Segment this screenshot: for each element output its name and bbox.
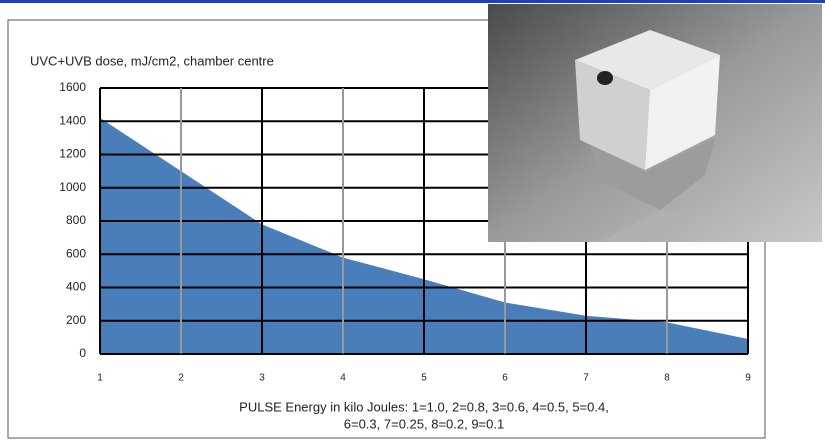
chart: UVC+UVB dose, mJ/cm2, chamber centre 0 20… <box>0 0 825 441</box>
x-tick-label: 7 <box>583 373 589 384</box>
y-tick-label: 800 <box>66 213 86 227</box>
chart-title: UVC+UVB dose, mJ/cm2, chamber centre <box>30 53 274 68</box>
photo-hole <box>597 71 613 85</box>
x-tick-label: 1 <box>97 373 103 384</box>
y-tick-label: 0 <box>79 346 86 360</box>
x-tick-label: 4 <box>340 373 346 384</box>
y-tick-label: 400 <box>66 280 86 294</box>
y-tick-label: 1200 <box>59 147 86 161</box>
x-tick-label: 6 <box>502 373 508 384</box>
x-axis-label: 6=0.3, 7=0.25, 8=0.2, 9=0.1 <box>344 416 504 431</box>
x-axis-label: PULSE Energy in kilo Joules: 1=1.0, 2=0.… <box>239 399 609 414</box>
x-tick-label: 2 <box>178 373 184 384</box>
y-tick-label: 1600 <box>59 80 86 94</box>
photo <box>488 4 822 242</box>
y-tick-label: 200 <box>66 313 86 327</box>
y-tick-label: 1000 <box>59 180 86 194</box>
y-tick-label: 1400 <box>59 113 86 127</box>
x-tick-label: 3 <box>259 373 265 384</box>
top-bar <box>0 0 825 3</box>
x-tick-label: 5 <box>421 373 427 384</box>
x-tick-label: 9 <box>745 373 751 384</box>
x-tick-label: 8 <box>664 373 670 384</box>
y-tick-label: 600 <box>66 246 86 260</box>
